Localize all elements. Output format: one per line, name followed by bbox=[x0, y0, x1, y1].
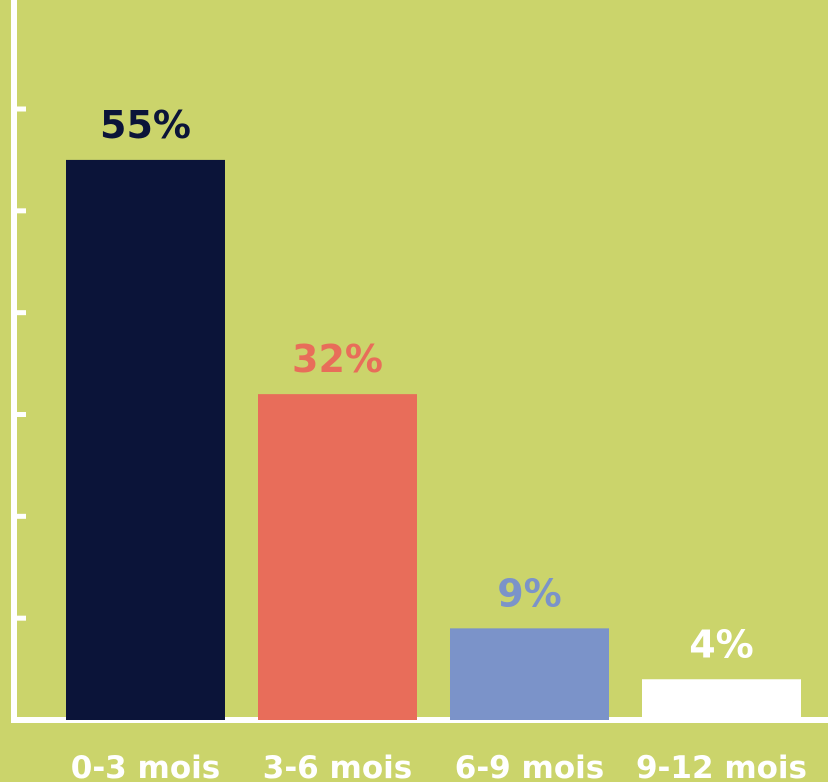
bar bbox=[642, 679, 801, 720]
bar-value-label: 9% bbox=[497, 571, 562, 615]
bar-value-label: 4% bbox=[689, 622, 754, 666]
category-labels: 0-3 mois 3-6 mois 6-9 mois 9-12 mois bbox=[71, 750, 807, 782]
bar bbox=[450, 628, 609, 720]
bar-value-label: 55% bbox=[100, 103, 191, 147]
category-label: 6-9 mois bbox=[455, 750, 604, 782]
category-label: 9-12 mois bbox=[636, 750, 807, 782]
bar bbox=[66, 159, 225, 720]
bar-value-label: 32% bbox=[292, 337, 383, 381]
category-label: 3-6 mois bbox=[263, 750, 412, 782]
value-labels: 55% 32% 9% 4% bbox=[100, 103, 754, 666]
bar bbox=[258, 394, 417, 720]
category-label: 0-3 mois bbox=[71, 750, 220, 782]
bars bbox=[66, 159, 801, 720]
